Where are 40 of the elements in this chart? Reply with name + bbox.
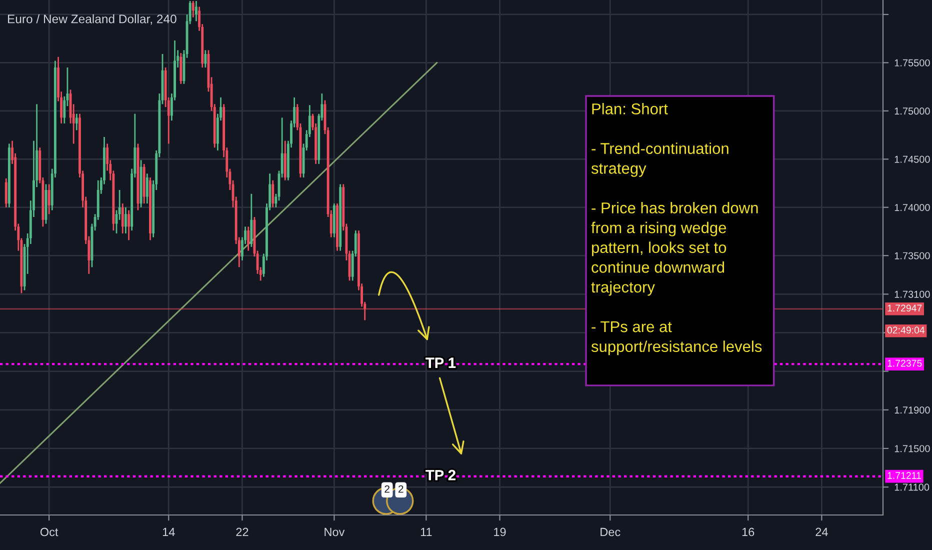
y-tick-label: 1.75000	[894, 108, 930, 115]
candlestick	[204, 49, 207, 68]
text: 02:49:04	[887, 326, 925, 334]
annotation: TP 1	[426, 358, 456, 368]
ref-line-label: 1.71211	[888, 472, 921, 479]
y-tick-label: 1.71900	[894, 406, 930, 414]
candlestick	[128, 210, 130, 241]
candlestick	[48, 184, 50, 215]
x-tick-label: Dec	[600, 528, 620, 536]
x-tick-label: Nov	[324, 528, 345, 536]
candlestick	[4, 178, 8, 208]
annotation: 2	[398, 485, 404, 493]
y-tick-label: 1.71100	[894, 484, 930, 491]
y-tick-label: 1.73100	[894, 290, 930, 298]
y-tick-label: 1.74000	[894, 204, 930, 212]
text: Plan: Short - Trend-continuation strategy - Price has broken down from a rising wedge pattern, looks set to continue downward trajectory - TPs are at support/resistance levels	[591, 103, 762, 356]
annotation: 2	[384, 485, 390, 493]
candlestick	[75, 113, 78, 131]
candlestick	[272, 180, 274, 208]
x-tick-label: 16	[742, 528, 754, 536]
x-tick-label: 14	[162, 528, 175, 536]
y-tick-label: 1.74500	[894, 156, 930, 163]
candlestick	[146, 172, 148, 204]
y-tick-label: 1.73500	[894, 252, 930, 260]
ref-line-label: 1.72375	[888, 360, 922, 367]
x-tick-label: 22	[236, 528, 248, 536]
candlestick	[194, 0, 198, 22]
x-tick-label: Oct	[40, 528, 58, 536]
text: Euro / New Zealand Dollar, 240	[8, 14, 176, 25]
x-tick-label: 19	[494, 528, 506, 536]
y-tick-label: 1.75500	[894, 59, 930, 66]
candlestick	[247, 226, 250, 252]
x-tick-label: 24	[816, 528, 828, 536]
annotation: TP 2	[426, 470, 456, 480]
candlestick	[121, 202, 124, 234]
x-tick-label: 11	[420, 528, 432, 536]
candlestick	[124, 206, 127, 234]
candlestick	[192, 0, 194, 18]
ref-line-label: 1.72947	[888, 304, 922, 312]
y-tick-label: 1.71500	[894, 445, 930, 452]
